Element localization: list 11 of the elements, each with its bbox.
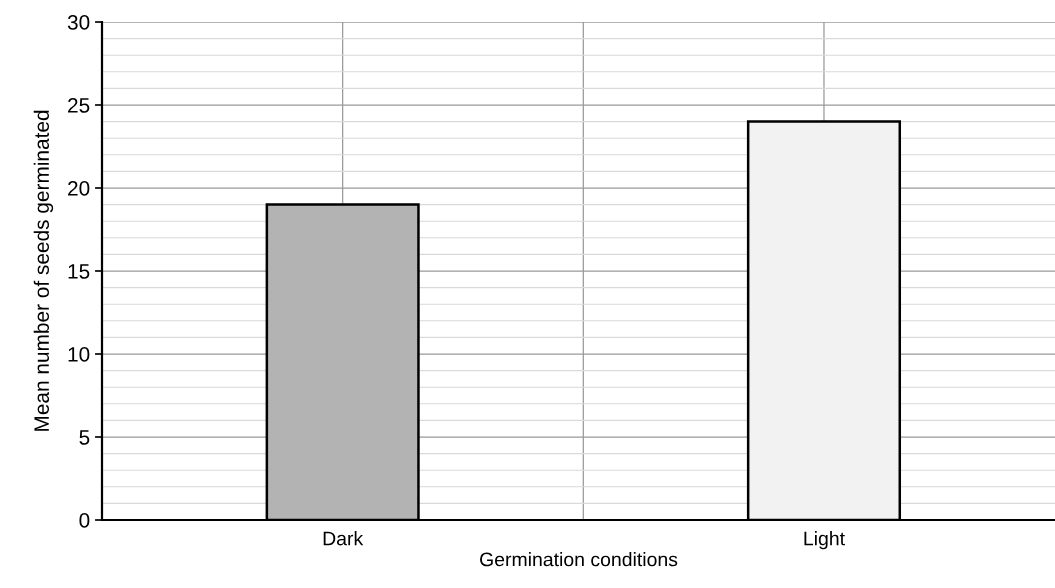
y-tick-label: 10: [68, 347, 90, 362]
y-axis-title: Mean number of seeds germinated: [33, 110, 54, 431]
y-tick-label: 25: [68, 98, 90, 113]
y-tick-label: 15: [68, 264, 90, 279]
y-tick-label: 5: [79, 430, 90, 445]
y-tick-label: 30: [67, 15, 90, 30]
y-tick-label: 0: [79, 513, 90, 528]
x-tick-label: Light: [804, 531, 845, 550]
x-tick-label: Dark: [323, 531, 364, 546]
y-tick-label: 20: [68, 181, 90, 196]
x-axis-title: Germination conditions: [480, 552, 678, 567]
